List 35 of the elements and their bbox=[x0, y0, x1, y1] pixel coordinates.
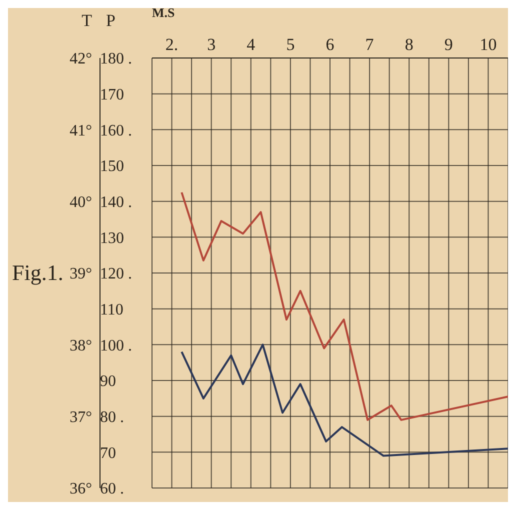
x-tick-label: 9 bbox=[444, 35, 453, 54]
x-tick-label: 2. bbox=[165, 35, 178, 54]
y-axis-title: P bbox=[106, 11, 116, 30]
y-tick-label: 170 bbox=[100, 86, 124, 104]
y-tick-label: 80 . bbox=[100, 409, 124, 426]
y-tick-label: 150 bbox=[100, 158, 124, 176]
x-tick-label: 4 bbox=[246, 35, 256, 54]
y2-tick-label: 40° bbox=[70, 194, 92, 212]
x-tick-label: 10 bbox=[480, 35, 497, 54]
y2-tick-label: 42° bbox=[70, 50, 92, 68]
x-axis-title: M.S bbox=[152, 5, 175, 20]
y-tick-label: 110 bbox=[100, 302, 124, 319]
y2-tick-label: 36° bbox=[70, 480, 92, 498]
x-tick-label: 7 bbox=[365, 35, 374, 54]
y-tick-label: 140 . bbox=[100, 194, 132, 212]
y2-axis-title: T bbox=[82, 11, 93, 30]
text: Fig.1. bbox=[12, 260, 64, 286]
y2-tick-label: 37° bbox=[70, 409, 92, 426]
y-tick-label: 180 . bbox=[100, 50, 132, 68]
y-tick-label: 160 . bbox=[100, 122, 132, 140]
x-tick-label: 8 bbox=[404, 35, 414, 54]
y-tick-label: 100 . bbox=[100, 337, 132, 354]
x-tick-label: 3 bbox=[207, 35, 216, 54]
line-series bbox=[180, 191, 508, 421]
y2-tick-label: 41° bbox=[70, 122, 92, 140]
y-tick-label: 60 . bbox=[100, 480, 124, 498]
line-series bbox=[180, 344, 508, 457]
y-tick-label: 120 . bbox=[100, 266, 132, 283]
x-tick-label: 5 bbox=[286, 35, 295, 54]
y2-tick-label: 39° bbox=[70, 266, 92, 283]
x-tick-label: 6 bbox=[326, 35, 334, 54]
y-tick-label: 130 bbox=[100, 230, 124, 247]
y2-tick-label: 38° bbox=[70, 337, 92, 354]
y-tick-label: 90 bbox=[100, 373, 116, 390]
y-tick-label: 70 bbox=[100, 444, 116, 462]
